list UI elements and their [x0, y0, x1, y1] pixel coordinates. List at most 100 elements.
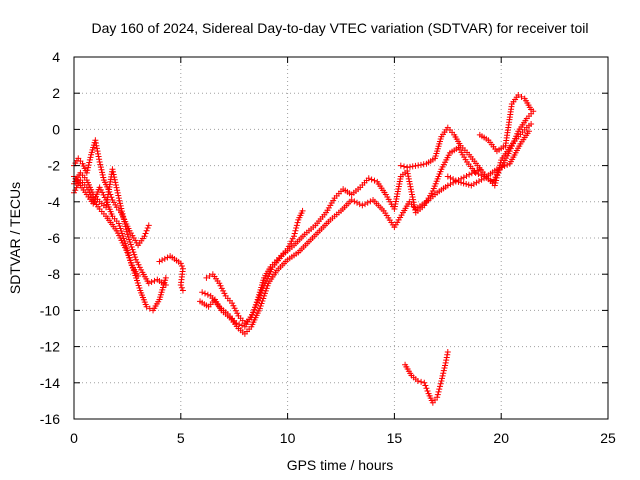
- data-point: [177, 282, 184, 289]
- data-point: [217, 282, 224, 289]
- data-point: [364, 199, 371, 206]
- data-point: [406, 163, 413, 170]
- data-point: [126, 236, 133, 243]
- data-point: [397, 162, 404, 169]
- data-point: [450, 176, 457, 183]
- data-point: [234, 310, 241, 317]
- data-point: [365, 175, 372, 182]
- y-tick-labels: -16 -14 -12 -10 -8 -6 -4 -2 0 2 4: [40, 49, 60, 427]
- data-point: [408, 188, 415, 195]
- data-point: [124, 231, 131, 238]
- data-point: [115, 192, 122, 199]
- data-point: [145, 280, 152, 287]
- data-point: [99, 171, 106, 178]
- data-point: [130, 249, 137, 256]
- data-point: [178, 284, 185, 291]
- data-point: [460, 180, 467, 187]
- data-point: [472, 169, 479, 176]
- data-point: [466, 171, 473, 178]
- data-point: [468, 182, 475, 189]
- data-point: [494, 169, 501, 176]
- data-point: [110, 168, 117, 175]
- data-point: [470, 181, 477, 188]
- data-point: [107, 191, 114, 198]
- data-point: [458, 179, 465, 186]
- data-point: [220, 287, 227, 294]
- data-point: [177, 260, 184, 267]
- data-point: [112, 179, 119, 186]
- data-point: [404, 170, 411, 177]
- data-point: [528, 106, 535, 113]
- y-tick-label: -6: [48, 230, 61, 246]
- series-track-j: [444, 128, 532, 189]
- data-point: [442, 359, 449, 366]
- data-point: [504, 161, 511, 168]
- data-point: [368, 176, 375, 183]
- data-point: [138, 266, 145, 273]
- data-point: [106, 188, 113, 195]
- data-point: [141, 233, 148, 240]
- data-point: [116, 197, 123, 204]
- data-point: [233, 320, 240, 327]
- data-point: [131, 251, 138, 258]
- data-point: [465, 181, 472, 188]
- data-point: [362, 201, 369, 208]
- data-point: [162, 274, 169, 281]
- data-point: [114, 189, 121, 196]
- y-tick-label: -16: [40, 411, 60, 427]
- data-point: [460, 174, 467, 181]
- data-point: [105, 186, 112, 193]
- data-point: [128, 244, 135, 251]
- data-point: [415, 162, 422, 169]
- data-point: [134, 259, 141, 266]
- data-point: [230, 302, 237, 309]
- data-point: [95, 150, 102, 157]
- y-tick-label: -10: [40, 302, 60, 318]
- data-point: [258, 300, 265, 307]
- data-point: [434, 391, 441, 398]
- data-point: [422, 382, 429, 389]
- data-point: [525, 128, 532, 135]
- data-point: [289, 235, 296, 242]
- data-point: [110, 171, 117, 178]
- data-point: [435, 388, 442, 395]
- x-tick-label: 0: [70, 430, 78, 446]
- data-point: [143, 227, 150, 234]
- data-point: [404, 164, 411, 171]
- data-point: [86, 159, 93, 166]
- data-point: [501, 162, 508, 169]
- data-point: [405, 175, 412, 182]
- data-point: [411, 204, 418, 211]
- data-point: [291, 230, 298, 237]
- data-point: [493, 166, 500, 173]
- series-track-g: [199, 108, 537, 330]
- data-point: [351, 198, 358, 205]
- data-point: [239, 322, 246, 329]
- data-point: [291, 233, 298, 240]
- data-point: [97, 164, 104, 171]
- x-tick-label: 5: [177, 430, 185, 446]
- data-point: [84, 167, 91, 174]
- data-point: [257, 303, 264, 310]
- data-point: [348, 196, 355, 203]
- series-track-b: [71, 177, 169, 314]
- data-point: [444, 349, 451, 356]
- y-tick-label: -4: [48, 194, 61, 210]
- data-point: [136, 264, 143, 271]
- data-point: [292, 227, 299, 234]
- data-point: [406, 181, 413, 188]
- data-point: [204, 291, 211, 298]
- series-isolated: [156, 253, 186, 294]
- data-point: [443, 357, 450, 364]
- data-point: [288, 238, 295, 245]
- data-point: [109, 166, 116, 173]
- y-axis-label: SDTVAR / TECUs: [7, 182, 23, 294]
- data-point: [493, 174, 500, 181]
- data-point: [440, 367, 447, 374]
- data-point: [97, 186, 104, 193]
- x-tick-label: 25: [600, 430, 616, 446]
- data-point: [452, 177, 459, 184]
- data-point: [411, 201, 418, 208]
- data-point: [218, 285, 225, 292]
- data-point: [441, 365, 448, 372]
